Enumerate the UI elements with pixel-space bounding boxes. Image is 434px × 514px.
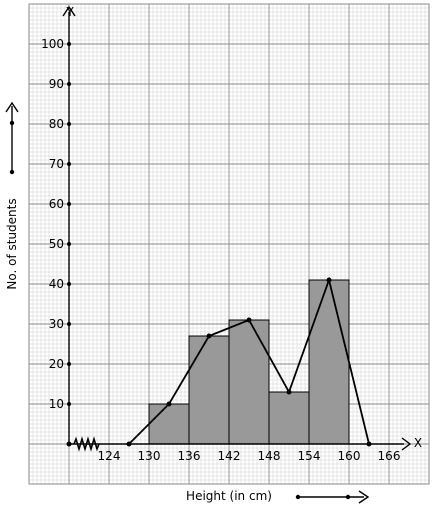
y-tick-dot-10 [67,402,71,406]
x-axis-title: Height (in cm) [186,489,272,503]
x-scale-dot-start [295,494,301,500]
x-scale-arrowhead [358,490,370,504]
y-tick-dot-40 [67,282,71,286]
x-axis-letter: X [414,436,422,450]
y-tick-label-80: 80 [49,117,64,131]
y-tick-label-30: 30 [49,317,64,331]
polygon-point-127 [126,441,132,447]
y-tick-label-90: 90 [49,77,64,91]
direction-arrows [5,101,370,504]
frequency-polygon-group [126,276,372,447]
y-scale-dot-end [9,120,15,126]
polygon-point-139 [206,333,212,339]
x-tick-label-142: 142 [218,449,241,463]
polygon-point-145 [246,317,252,323]
polygon-point-157 [326,277,332,283]
y-axis-arrowhead [62,5,76,17]
x-tick-label-136: 136 [178,449,201,463]
polygon-point-133 [166,401,172,407]
bar-148-154 [268,391,310,445]
y-tick-label-60: 60 [49,197,64,211]
x-axis-arrowhead [401,437,412,451]
y-tick-dot-100 [67,42,71,46]
y-tick-dot-60 [67,202,71,206]
y-axis-letter: Y [65,5,74,19]
y-tick-label-70: 70 [49,157,64,171]
polygon-point-163 [366,441,372,447]
y-tick-dot-50 [67,242,71,246]
y-scale-dot-start [9,169,15,175]
y-scale-arrowhead [5,101,19,113]
bar-142-148 [228,319,270,445]
x-tick-label-166: 166 [378,449,401,463]
y-tick-dot-30 [67,322,71,326]
y-tick-dot-90 [67,82,71,86]
x-tick-label-124: 124 [98,449,121,463]
y-tick-dot-70 [67,162,71,166]
x-tick-label-160: 160 [338,449,361,463]
tick-labels-group: 10 20 30 40 50 60 70 80 90 100 124 130 136 142 148 154 1… [41,37,400,463]
bar-154-160 [308,279,350,445]
x-tick-label-154: 154 [298,449,321,463]
y-tick-label-40: 40 [49,277,64,291]
bar-130-136 [148,403,190,445]
x-tick-label-148: 148 [258,449,281,463]
polygon-point-151 [286,389,292,395]
origin-point [66,441,72,447]
y-tick-label-20: 20 [49,357,64,371]
bar-136-142 [188,335,230,445]
y-tick-dot-80 [67,122,71,126]
axis-break-zigzag [73,436,100,452]
x-tick-label-130: 130 [138,449,161,463]
y-axis-title: No. of students [5,198,19,289]
y-tick-label-50: 50 [49,237,64,251]
y-tick-label-10: 10 [49,397,64,411]
x-scale-dot-end [345,494,351,500]
y-tick-label-100: 100 [41,37,64,51]
y-tick-dot-20 [67,362,71,366]
